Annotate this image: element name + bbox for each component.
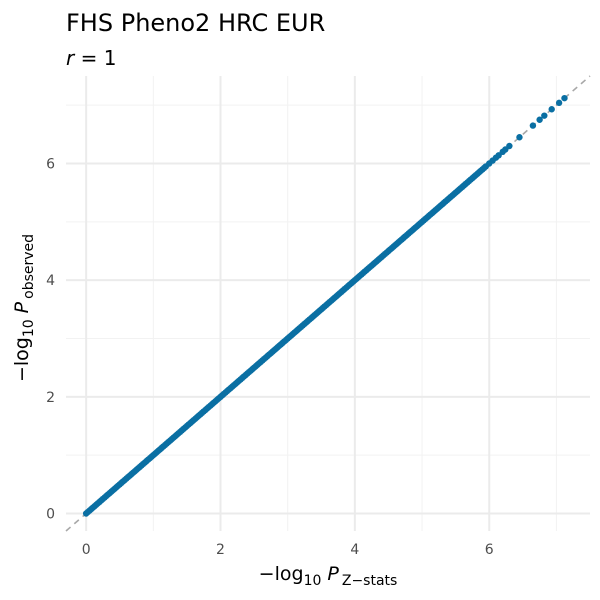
data-point [516, 134, 523, 141]
y-axis-log-base: 10 [21, 319, 37, 337]
data-point [555, 99, 563, 107]
subtitle-operator: = [74, 46, 103, 70]
y-axis-subscript: observed [21, 234, 37, 299]
subtitle-value: 1 [104, 46, 117, 70]
x-tick-label: 2 [216, 542, 225, 558]
x-axis-variable: P [327, 563, 339, 585]
y-tick-label: 2 [46, 390, 55, 406]
x-axis-log-base: 10 [304, 573, 322, 589]
data-points [82, 94, 568, 517]
y-axis-prefix: −log [11, 337, 33, 382]
x-tick-label: 6 [485, 542, 494, 558]
x-axis-subscript: Z−stats [342, 573, 397, 589]
subtitle-variable: r [66, 46, 76, 70]
x-tick-label: 4 [350, 542, 359, 558]
y-axis-title: −log10 Pobserved [11, 234, 37, 382]
x-axis-prefix: −log [259, 563, 304, 585]
data-point [541, 112, 548, 119]
x-tick-labels: 0 2 4 6 [82, 542, 494, 558]
chart-title: FHS Pheno2 HRC EUR [66, 9, 325, 37]
y-tick-label: 6 [46, 157, 55, 173]
data-point [536, 116, 543, 123]
y-axis-variable: P [11, 301, 33, 313]
major-gridlines [66, 76, 590, 531]
y-tick-labels: 0 2 4 6 [46, 157, 55, 523]
x-axis-title: −log10 P Z−stats [259, 563, 398, 589]
x-tick-label: 0 [82, 542, 91, 558]
data-point [529, 122, 537, 129]
data-point [506, 142, 513, 150]
y-tick-label: 0 [46, 507, 55, 523]
data-point [561, 94, 568, 102]
y-tick-label: 4 [46, 273, 55, 289]
chart-subtitle: r = 1 [66, 46, 116, 70]
data-point [548, 106, 555, 113]
